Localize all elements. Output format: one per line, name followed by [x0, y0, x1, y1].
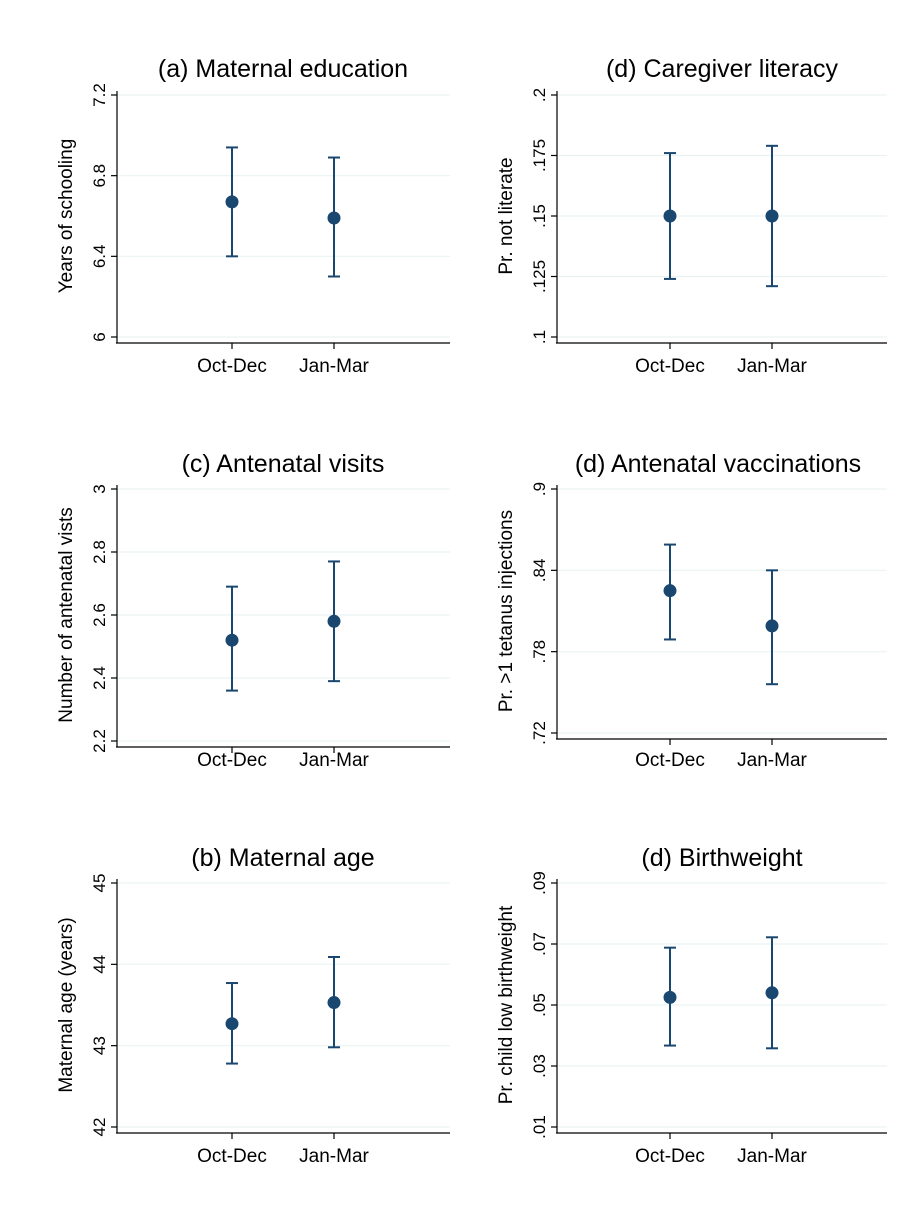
x-tick-label-jan-mar: Jan-Mar [737, 750, 807, 771]
x-tick-label-oct-dec: Oct-Dec [197, 1146, 267, 1167]
point-jan-mar [327, 996, 341, 1010]
y-tick-label-2: 44 [90, 955, 109, 974]
y-tick-label-2: 6.8 [90, 164, 109, 188]
x-tick-label-jan-mar: Jan-Mar [299, 356, 369, 377]
panel-title: (d) Birthweight [641, 844, 802, 872]
x-tick-label-jan-mar: Jan-Mar [299, 750, 369, 771]
x-tick-label-oct-dec: Oct-Dec [635, 356, 705, 377]
y-axis-title: Maternal age (years) [56, 917, 77, 1092]
y-tick-label-0: .01 [530, 1115, 549, 1139]
y-tick-label-3: .07 [530, 932, 549, 956]
y-tick-label-1: 2.4 [90, 666, 109, 690]
y-axis-title: Pr. not literate [496, 157, 517, 274]
point-jan-mar [327, 614, 341, 628]
y-axis-title: Number of antenatal vists [56, 507, 77, 722]
y-tick-label-0: 6 [90, 332, 109, 341]
point-oct-dec [225, 195, 239, 209]
panel-title: (d) Antenatal vaccinations [575, 450, 861, 478]
x-tick-label-jan-mar: Jan-Mar [737, 1146, 807, 1167]
y-tick-label-2: .05 [530, 993, 549, 1017]
panel-title: (a) Maternal education [158, 55, 408, 83]
y-tick-label-3: .9 [530, 482, 549, 496]
y-tick-label-2: .15 [530, 204, 549, 228]
y-tick-label-3: 7.2 [90, 83, 109, 107]
point-oct-dec [225, 633, 239, 647]
point-oct-dec [663, 209, 677, 223]
y-tick-label-4: .2 [530, 88, 549, 102]
x-tick-label-oct-dec: Oct-Dec [197, 750, 267, 771]
y-tick-label-0: .72 [530, 721, 549, 745]
y-tick-label-0: 2.2 [90, 729, 109, 753]
y-tick-label-2: 2.6 [90, 603, 109, 627]
y-tick-label-3: 45 [90, 874, 109, 893]
panel-antenatal-vaccinations: .72 .78 .84 .9 Oct-Dec Jan-Mar (d) Antenatal v… [496, 450, 887, 771]
y-axis-title: Years of schooling [56, 139, 77, 294]
x-tick-label-jan-mar: Jan-Mar [299, 1146, 369, 1167]
point-jan-mar [765, 986, 779, 1000]
x-tick-label-jan-mar: Jan-Mar [737, 356, 807, 377]
y-tick-label-2: .84 [530, 559, 549, 583]
y-tick-label-1: 6.4 [90, 245, 109, 269]
panel-maternal-age: 42 43 44 45 Oct-Dec Jan-Mar (b) Maternal age Ma… [56, 844, 450, 1167]
y-axis-title: Pr. >1 tetanus injections [496, 510, 517, 712]
point-jan-mar [765, 619, 779, 633]
y-tick-label-0: 42 [90, 1118, 109, 1137]
panel-title: (c) Antenatal visits [182, 450, 385, 478]
panel-title: (b) Maternal age [191, 844, 374, 872]
y-tick-label-1: .78 [530, 640, 549, 664]
x-tick-label-oct-dec: Oct-Dec [197, 356, 267, 377]
y-tick-label-4: 3 [90, 484, 109, 493]
panel-antenatal-visits: 2.2 2.4 2.6 2.8 3 Oct-Dec Jan-Mar (c) Antenatal… [56, 450, 450, 771]
point-jan-mar [765, 209, 779, 223]
point-oct-dec [225, 1017, 239, 1031]
y-tick-label-3: .175 [530, 139, 549, 172]
panel-birthweight: .01 .03 .05 .07 .09 Oct-Dec Jan-Mar (d) Birthwe… [496, 844, 887, 1167]
y-axis-title: Pr. child low birthweight [496, 905, 517, 1104]
y-tick-label-0: .1 [530, 330, 549, 344]
y-tick-label-3: 2.8 [90, 540, 109, 564]
x-tick-label-oct-dec: Oct-Dec [635, 750, 705, 771]
x-tick-label-oct-dec: Oct-Dec [635, 1146, 705, 1167]
panel-maternal-education: 6 6.4 6.8 7.2 Oct-Dec Jan-Mar (a) Maternal edu… [56, 55, 450, 377]
y-tick-label-1: .03 [530, 1054, 549, 1078]
panel-title: (d) Caregiver literacy [606, 55, 839, 83]
point-oct-dec [663, 584, 677, 598]
y-tick-label-4: .09 [530, 871, 549, 895]
point-oct-dec [663, 990, 677, 1004]
y-tick-label-1: .125 [530, 260, 549, 293]
panel-caregiver-literacy: .1 .125 .15 .175 .2 Oct-Dec Jan-Mar (d) Caregiv… [496, 55, 887, 377]
point-jan-mar [327, 211, 341, 225]
y-tick-label-1: 43 [90, 1036, 109, 1055]
